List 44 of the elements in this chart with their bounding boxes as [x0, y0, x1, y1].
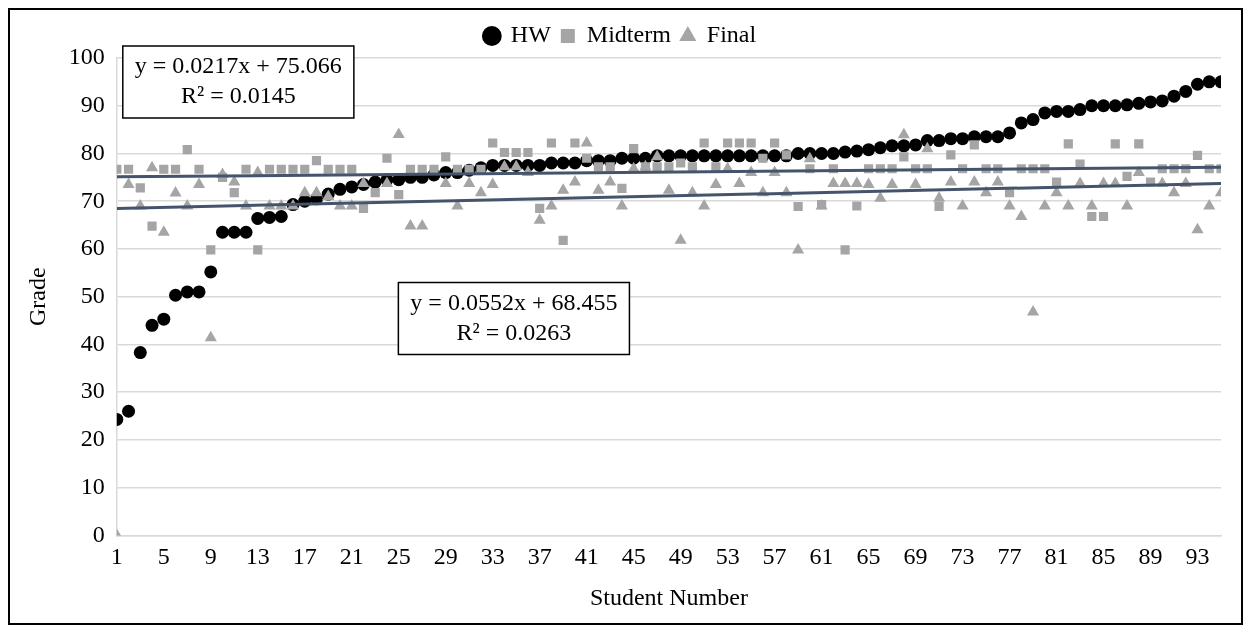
- annotation: y = 0.0217x + 75.066: [134, 52, 342, 79]
- legend-label: Final: [706, 21, 757, 48]
- x-tick-label: 13: [245, 543, 270, 570]
- annotation: y = 0.0552x + 68.455: [410, 288, 618, 315]
- x-tick-label: 41: [574, 543, 599, 570]
- y-tick-label: 20: [80, 425, 105, 452]
- x-tick-label: 5: [157, 543, 170, 570]
- annotation: R² = 0.0263: [456, 318, 572, 345]
- x-axis-title: Student Number: [589, 583, 748, 610]
- x-tick-label: 37: [527, 543, 552, 570]
- x-tick-label: 49: [668, 543, 693, 570]
- x-tick-label: 25: [386, 543, 411, 570]
- x-tick-label: 9: [204, 543, 217, 570]
- x-tick-label: 77: [997, 543, 1022, 570]
- legend-label: HW: [510, 21, 552, 48]
- x-tick-label: 1: [110, 543, 123, 570]
- x-tick-label: 53: [715, 543, 740, 570]
- y-tick-label: 30: [80, 377, 105, 404]
- x-tick-label: 73: [950, 543, 975, 570]
- x-tick-label: 61: [809, 543, 834, 570]
- y-tick-label: 40: [80, 329, 105, 356]
- y-tick-label: 90: [80, 91, 105, 118]
- y-axis-title: Grade: [23, 267, 50, 327]
- y-tick-label: 0: [92, 520, 105, 547]
- y-tick-label: 10: [80, 472, 105, 499]
- y-tick-label: 100: [68, 43, 105, 70]
- x-tick-label: 57: [762, 543, 787, 570]
- x-tick-label: 29: [433, 543, 458, 570]
- legend-label: Midterm: [586, 21, 672, 48]
- x-tick-label: 93: [1185, 543, 1210, 570]
- x-tick-label: 21: [339, 543, 364, 570]
- x-tick-label: 81: [1044, 543, 1069, 570]
- x-tick-label: 33: [480, 543, 505, 570]
- y-tick-label: 80: [80, 138, 105, 165]
- x-tick-label: 89: [1138, 543, 1163, 570]
- x-tick-label: 69: [903, 543, 928, 570]
- x-tick-label: 17: [292, 543, 317, 570]
- y-tick-label: 60: [80, 234, 105, 261]
- y-tick-label: 70: [80, 186, 105, 213]
- x-tick-label: 65: [856, 543, 881, 570]
- annotation: R² = 0.0145: [180, 82, 296, 109]
- y-tick-label: 50: [80, 282, 105, 308]
- x-tick-label: 85: [1091, 543, 1116, 570]
- x-tick-label: 45: [621, 543, 646, 570]
